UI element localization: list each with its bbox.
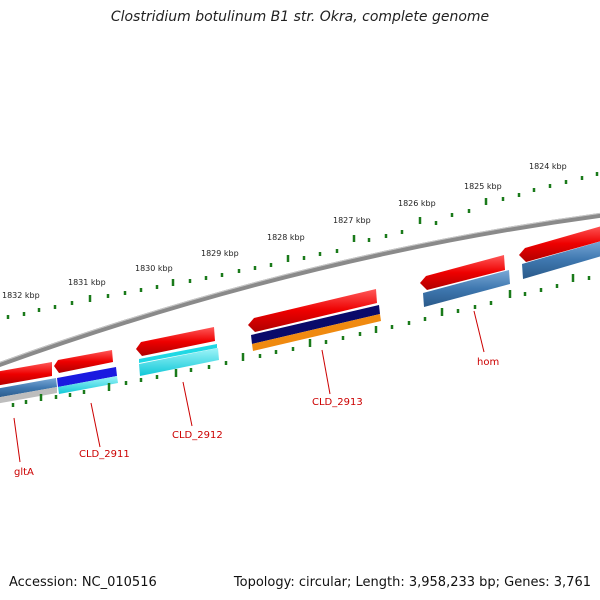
kbp-label-1825: 1825 kbp [464, 182, 502, 191]
kbp-label-1824: 1824 kbp [529, 162, 567, 171]
gene-label-gltA: gltA [14, 467, 34, 478]
gene-label-CLD_2913: CLD_2913 [312, 397, 363, 408]
kbp-label-1829: 1829 kbp [201, 249, 239, 258]
genome-backbone [0, 212, 600, 368]
gene-label-CLD_2912: CLD_2912 [172, 430, 223, 441]
kbp-label-1826: 1826 kbp [398, 199, 436, 208]
gene-arrow-gltA[interactable] [0, 362, 52, 386]
kbp-label-1832: 1832 kbp [2, 291, 40, 300]
genome-title: Clostridium botulinum B1 str. Okra, comp… [110, 9, 490, 25]
gene-label-hom: hom [477, 357, 499, 368]
label-leaders [13, 310, 485, 463]
gene-label-CLD_2911: CLD_2911 [79, 449, 130, 460]
gene-arrow-next[interactable] [519, 225, 600, 262]
feature-CLD_2911-cyan [58, 376, 118, 394]
feature-CLD_2913-navy [251, 305, 380, 344]
upper-tick-row [6, 172, 599, 319]
accession-text: Accession: NC_010516 [9, 575, 157, 590]
gene-arrow-CLD_2911[interactable] [54, 350, 113, 373]
gene-arrow-hom[interactable] [420, 255, 505, 290]
topology-text: Topology: circular; Length: 3,958,233 bp… [233, 575, 591, 590]
kbp-label-1830: 1830 kbp [135, 264, 173, 273]
feature-CLD_2912-cyan [139, 348, 219, 376]
feature-CLD_2913-orange [252, 314, 381, 351]
lower-tick-row [11, 274, 591, 407]
feature-gltA-blue [0, 378, 57, 398]
feature-bars [0, 241, 600, 404]
gene-arrow-CLD_2912[interactable] [136, 327, 215, 356]
feature-CLD_2912-cyan-thin [139, 344, 217, 363]
feature-gltA-grey [0, 387, 57, 404]
feature-next-blue [522, 241, 600, 279]
kbp-label-1827: 1827 kbp [333, 216, 371, 225]
kbp-label-1828: 1828 kbp [267, 233, 305, 242]
kbp-label-1831: 1831 kbp [68, 278, 106, 287]
feature-CLD_2911-royal [57, 367, 117, 387]
forward-genes [0, 225, 600, 386]
feature-hom-blue [423, 270, 510, 307]
gene-arrow-CLD_2913[interactable] [248, 289, 377, 332]
